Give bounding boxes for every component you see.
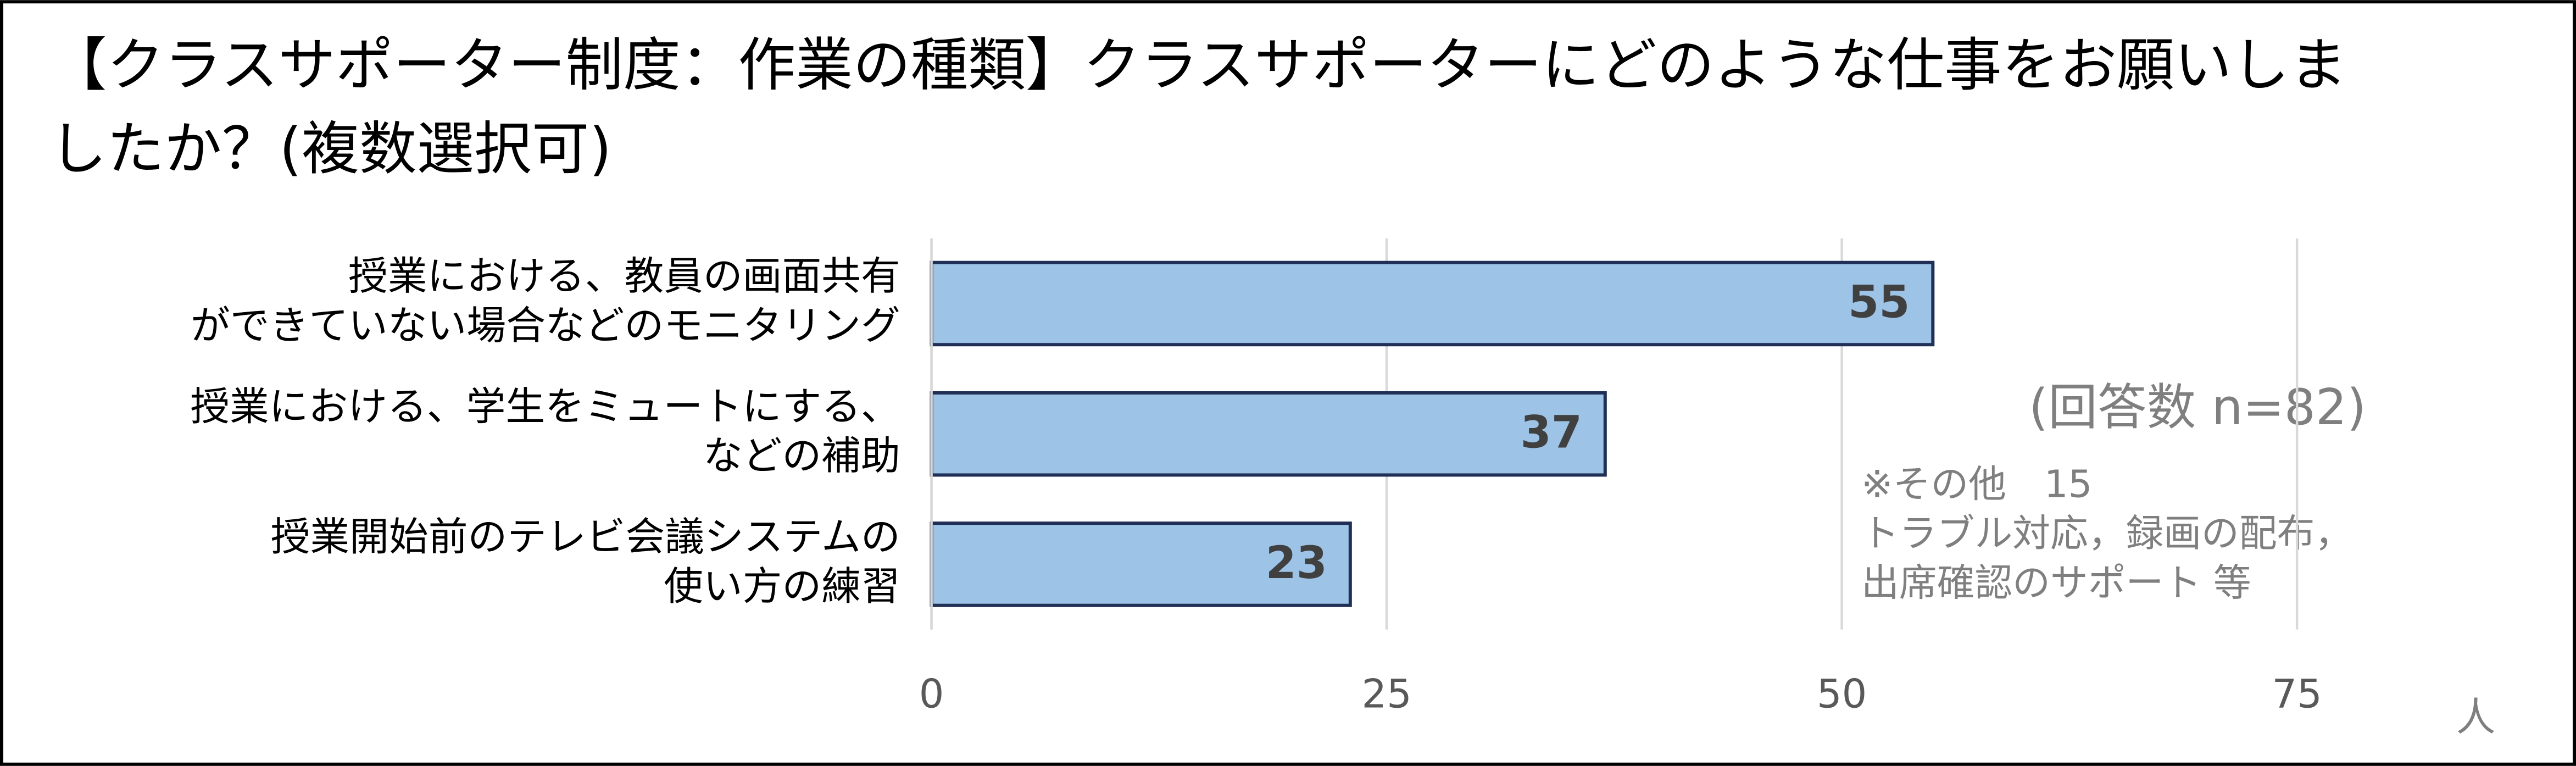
annotation: 出席確認のサポート 等: [1861, 561, 2251, 605]
x-axis-label: 人: [2456, 694, 2496, 740]
x-tick-label: 25: [1361, 671, 1411, 717]
bar: [930, 260, 1935, 347]
value-label: 37: [1521, 407, 1582, 459]
x-tick-label: 0: [919, 671, 944, 717]
y-tick-label: 授業における、教員の画面共有: [348, 253, 900, 299]
y-tick-label: 授業開始前のテレビ会議システムの: [271, 514, 900, 560]
chart-title: したか？(複数選択可): [49, 115, 612, 182]
y-tick-label: ができていない場合などのモニタリング: [191, 302, 900, 348]
y-tick-label: 使い方の練習: [664, 563, 900, 609]
x-tick-label: 75: [2272, 671, 2322, 717]
bar: [930, 521, 1352, 607]
y-tick-label: などの補助: [703, 432, 900, 479]
annotation: トラブル対応，録画の配布，: [1861, 512, 2352, 556]
bar: [930, 391, 1607, 477]
value-label: 23: [1266, 537, 1327, 589]
chart-title: 【クラスサポーター制度：作業の種類】クラスサポーターにどのような仕事をお願いしま: [49, 32, 2347, 99]
annotation: ※その他 15: [1861, 462, 2092, 506]
value-label: 55: [1848, 276, 1910, 328]
y-tick-label: 授業における、学生をミュートにする、: [190, 383, 900, 429]
x-tick-label: 50: [1817, 671, 1867, 717]
annotation: (回答数 n=82): [2029, 379, 2366, 436]
